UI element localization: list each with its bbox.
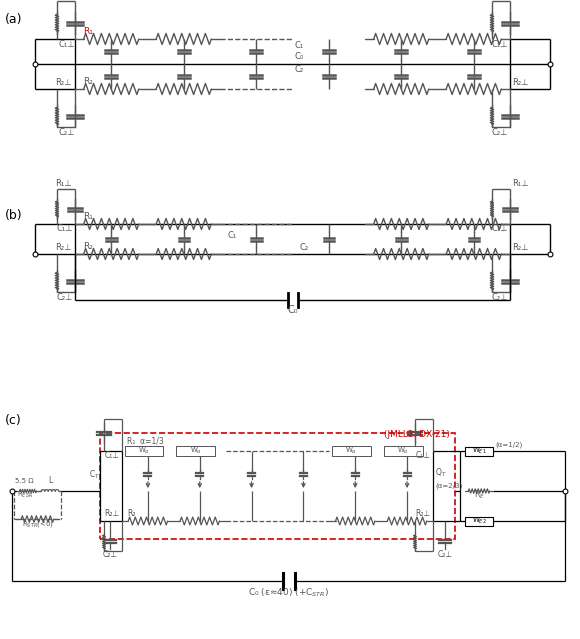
Text: R₂: R₂ — [83, 77, 93, 86]
Text: C₁⊥: C₁⊥ — [492, 40, 508, 49]
Text: R₂⊥: R₂⊥ — [415, 509, 430, 518]
Text: C₀: C₀ — [295, 52, 304, 61]
Text: (c): (c) — [5, 414, 22, 427]
Text: C₁⊥: C₁⊥ — [492, 224, 508, 233]
Text: C₁⊥: C₁⊥ — [59, 40, 75, 49]
Text: C₀: C₀ — [287, 305, 298, 315]
Bar — [465, 447, 493, 456]
Text: (b): (b) — [5, 209, 23, 222]
Bar — [384, 446, 423, 456]
Text: C₂⊥: C₂⊥ — [57, 293, 73, 302]
Bar — [332, 446, 371, 456]
Text: C₁: C₁ — [295, 40, 304, 49]
Text: C₂⊥: C₂⊥ — [59, 128, 75, 137]
Text: C₁⊥: C₁⊥ — [104, 451, 119, 460]
Text: W$_α$: W$_α$ — [397, 446, 409, 456]
Text: (α=2/3): (α=2/3) — [435, 482, 462, 489]
Text: C$_T$: C$_T$ — [89, 468, 100, 481]
Text: (JMLL2: DX-21): (JMLL2: DX-21) — [384, 430, 450, 439]
Text: Q$_T$: Q$_T$ — [435, 466, 447, 479]
Text: L: L — [48, 476, 52, 485]
Text: (α=1/2): (α=1/2) — [495, 442, 522, 448]
Text: C₂: C₂ — [300, 243, 309, 252]
Text: R₂⊥: R₂⊥ — [55, 78, 71, 87]
Text: R$_{ESR}$: R$_{ESR}$ — [17, 490, 33, 500]
Text: C₁⊥: C₁⊥ — [57, 224, 73, 233]
Text: C₂⊥: C₂⊥ — [492, 293, 508, 302]
Text: R₂: R₂ — [83, 242, 93, 251]
Text: R$_E$: R$_E$ — [474, 488, 484, 501]
Text: R₂⊥: R₂⊥ — [512, 78, 528, 87]
Text: W$_α$: W$_α$ — [345, 446, 357, 456]
Text: W$_{E2}$: W$_{E2}$ — [472, 516, 487, 526]
Text: C₂⊥: C₂⊥ — [492, 128, 508, 137]
Text: W$_α$: W$_α$ — [138, 446, 150, 456]
Text: R₁: R₁ — [83, 212, 93, 221]
Text: R₂⊥: R₂⊥ — [104, 509, 119, 518]
Text: C₂: C₂ — [295, 66, 303, 75]
Text: 5.5 Ω: 5.5 Ω — [15, 478, 34, 484]
Bar — [176, 446, 215, 456]
Text: R₁  α=1/3: R₁ α=1/3 — [127, 437, 164, 446]
Text: R₁⊥: R₁⊥ — [512, 179, 528, 188]
Text: R₁⊥: R₁⊥ — [55, 179, 71, 188]
Text: R₁: R₁ — [83, 27, 93, 36]
Text: (a): (a) — [5, 13, 23, 26]
Bar — [465, 516, 493, 525]
Text: C₂⊥: C₂⊥ — [103, 550, 118, 559]
Text: R₂⊥: R₂⊥ — [512, 243, 528, 252]
Text: W$_{E1}$: W$_{E1}$ — [472, 446, 487, 456]
Text: C₁⊥: C₁⊥ — [415, 451, 430, 460]
Bar — [100, 433, 455, 539]
Text: W$_α$: W$_α$ — [190, 446, 202, 456]
Text: C₁: C₁ — [227, 231, 237, 240]
Bar — [125, 446, 164, 456]
Text: R₂⊥: R₂⊥ — [55, 243, 71, 252]
Text: R₂: R₂ — [127, 509, 136, 518]
Text: C₂⊥: C₂⊥ — [437, 550, 452, 559]
Text: C₀ (ε≈40) (+C$_{STR}$): C₀ (ε≈40) (+C$_{STR}$) — [248, 587, 329, 599]
Text: R$_{STR}$(<0): R$_{STR}$(<0) — [21, 519, 53, 529]
